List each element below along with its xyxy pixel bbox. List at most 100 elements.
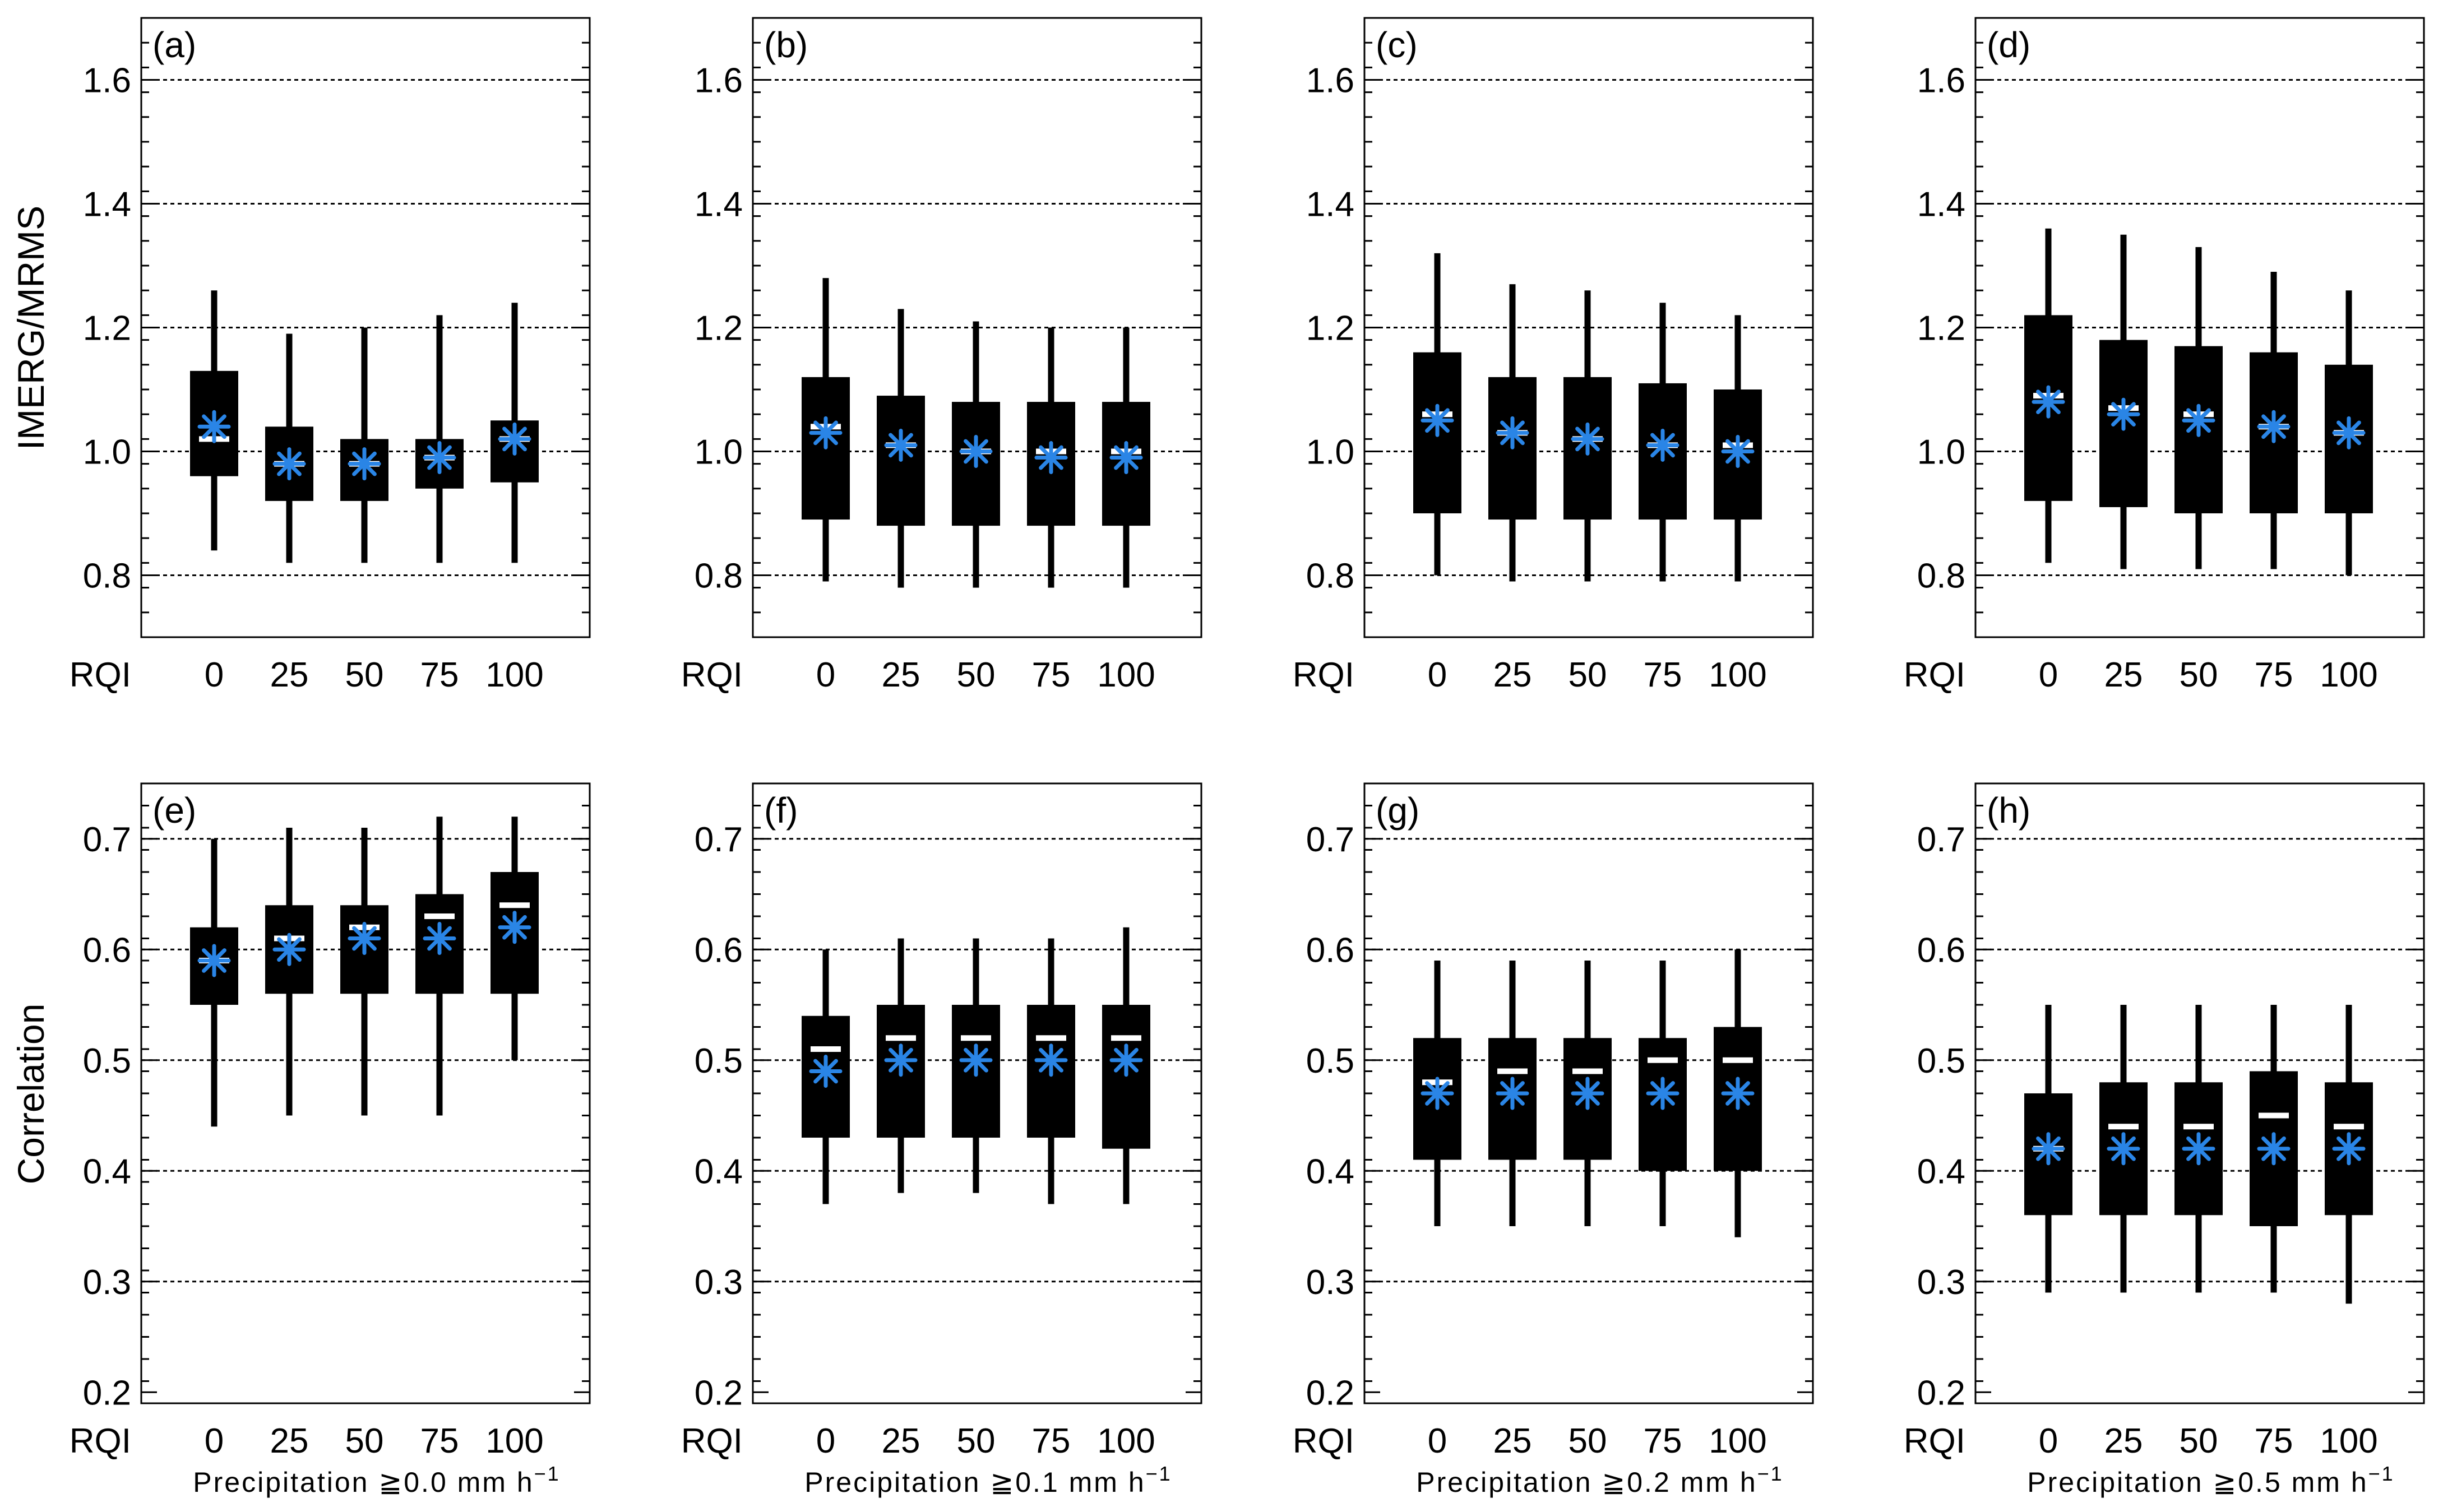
mean-marker [498, 422, 531, 456]
median-line [2183, 1124, 2214, 1130]
mean-marker-stroke [889, 433, 913, 458]
y-tick-label: 0.3 [83, 1263, 131, 1302]
y-tick-label: 0.4 [83, 1152, 131, 1191]
panel-b: 0.8 1.0 1.2 1.4 1.6 0 25 50 75 100 RQI (b) [681, 17, 1202, 694]
mean-marker-stroke [1725, 439, 1750, 464]
mean-marker [1421, 403, 1454, 437]
mean-marker-stroke [889, 1047, 913, 1073]
x-tick-label: 75 [1032, 1422, 1071, 1460]
mean-marker-stroke [2111, 1136, 2136, 1161]
median-line [2108, 1124, 2139, 1130]
x-tick-label: 25 [2104, 656, 2143, 694]
mean-marker [1034, 441, 1068, 475]
median-line [1572, 1068, 1603, 1074]
panel-label: (d) [1987, 25, 2030, 65]
y-tick-label: 1.4 [1306, 185, 1354, 224]
x-axis-label: Precipitation ≧0.1 mm h−1 [804, 1462, 1172, 1498]
xlabel-threshold: ≧0.5 [2213, 1467, 2291, 1498]
x-tick-label: 100 [485, 656, 543, 694]
mean-marker [1109, 1043, 1143, 1077]
mean-marker-stroke [277, 451, 302, 476]
mean-marker [272, 447, 306, 481]
mean-marker-stroke [1725, 1081, 1750, 1106]
mean-marker-stroke [1575, 426, 1600, 452]
mean-marker-stroke [427, 926, 452, 951]
mean-marker-stroke [1039, 445, 1063, 470]
x-axis-name: RQI [1293, 1422, 1354, 1460]
mean-marker [1421, 1077, 1454, 1110]
y-tick-label: 0.8 [1306, 557, 1354, 596]
x-tick-label: 50 [2180, 656, 2218, 694]
plot-frame [1363, 782, 1814, 1404]
mean-marker-stroke [1114, 445, 1139, 470]
x-tick-label: 25 [270, 1422, 309, 1460]
mean-marker-stroke [352, 451, 377, 476]
panel-label: (a) [152, 25, 196, 65]
x-axis-label: Precipitation ≧0.5 mm h−1 [2027, 1462, 2394, 1498]
median-line [2259, 1112, 2289, 1119]
y-tick-label: 0.6 [695, 931, 743, 970]
y-tick-label: 1.2 [1917, 309, 1965, 348]
mean-marker-stroke [1425, 1081, 1450, 1106]
median-line [1648, 1057, 1678, 1063]
xlabel-unit: mm h [2292, 1467, 2368, 1498]
panel-label: (b) [764, 25, 808, 65]
x-tick-label: 100 [2320, 1422, 2377, 1460]
median-line [499, 902, 530, 908]
mean-marker [809, 1055, 843, 1088]
panel-label: (c) [1376, 25, 1418, 65]
y-tick-label: 1.2 [83, 309, 131, 348]
box [1102, 1005, 1150, 1149]
y-tick-label: 0.4 [1917, 1152, 1965, 1191]
xlabel-exponent: −1 [1757, 1462, 1784, 1485]
mean-marker [348, 447, 381, 481]
x-tick-label: 50 [957, 1422, 996, 1460]
y-tick-label: 0.5 [1306, 1042, 1354, 1080]
mean-marker-stroke [502, 426, 527, 452]
mean-marker [2182, 1132, 2215, 1166]
x-axis-name: RQI [1904, 1422, 1965, 1460]
y-tick-label: 0.8 [1917, 557, 1965, 596]
mean-marker-stroke [502, 915, 527, 940]
x-tick-label: 50 [345, 1422, 384, 1460]
x-tick-label: 50 [957, 656, 996, 694]
mean-marker-stroke [277, 937, 302, 962]
panel-h: 0.2 0.3 0.4 0.5 0.6 0.7 0 25 50 75 100 RQI (h) Precip… [1904, 782, 2425, 1498]
y-tick-label: 1.4 [1917, 185, 1965, 224]
mean-marker [884, 428, 918, 462]
panel-a: 0.8 1.0 1.2 1.4 1.6 0 25 50 75 100 RQI (a) [70, 17, 591, 694]
mean-marker [1496, 416, 1529, 449]
mean-marker-stroke [352, 926, 377, 951]
y-tick-label: 1.0 [1306, 433, 1354, 472]
mean-marker-stroke [427, 445, 452, 470]
median-line [424, 913, 455, 919]
panel-c: 0.8 1.0 1.2 1.4 1.6 0 25 50 75 100 RQI (c) [1293, 17, 1814, 694]
mean-marker [272, 933, 306, 966]
mean-marker [1646, 428, 1679, 462]
x-tick-label: 25 [1493, 1422, 1532, 1460]
mean-marker-stroke [1114, 1047, 1139, 1073]
mean-marker-stroke [2036, 1136, 2061, 1161]
x-tick-label: 100 [1097, 1422, 1155, 1460]
x-tick-label: 75 [2255, 1422, 2293, 1460]
mean-marker [1109, 441, 1143, 475]
mean-marker [2107, 397, 2140, 431]
panel-label: (f) [764, 790, 798, 831]
y-tick-label: 0.5 [83, 1042, 131, 1080]
x-tick-label: 100 [485, 1422, 543, 1460]
plot-frame [140, 17, 591, 638]
x-tick-label: 100 [1709, 656, 1766, 694]
mean-marker [2107, 1132, 2140, 1166]
mean-marker-stroke [1425, 408, 1450, 433]
x-tick-label: 50 [1568, 1422, 1607, 1460]
mean-marker [1496, 1077, 1529, 1110]
y-tick-label: 0.3 [1917, 1263, 1965, 1302]
x-tick-label: 75 [1644, 1422, 1682, 1460]
mean-marker-stroke [1575, 1081, 1600, 1106]
y-tick-label: 1.2 [695, 309, 743, 348]
median-line [961, 1035, 991, 1041]
panel-label: (h) [1987, 790, 2030, 831]
mean-marker [1034, 1043, 1068, 1077]
y-tick-label: 1.4 [83, 185, 131, 224]
mean-marker-stroke [2111, 402, 2136, 427]
